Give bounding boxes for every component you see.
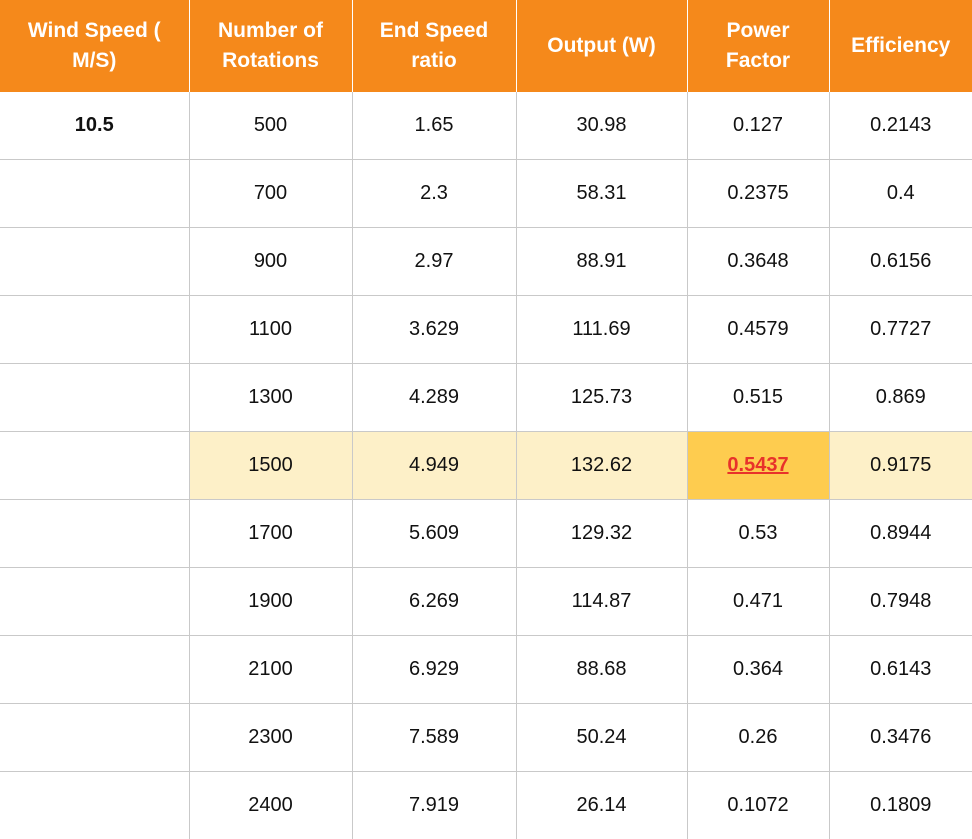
cell-number-of-rotations: 1900 (189, 568, 352, 636)
cell-wind-speed: 10.5 (0, 92, 189, 160)
best-power-factor-value: 0.5437 (727, 454, 788, 476)
cell-number-of-rotations: 2300 (189, 704, 352, 772)
cell-number-of-rotations: 1300 (189, 364, 352, 432)
cell-efficiency: 0.8944 (829, 500, 972, 568)
cell-wind-speed (0, 500, 189, 568)
cell-end-speed-ratio: 4.289 (352, 364, 516, 432)
cell-power-factor: 0.5437 (687, 432, 829, 500)
cell-number-of-rotations: 1700 (189, 500, 352, 568)
cell-power-factor: 0.471 (687, 568, 829, 636)
cell-end-speed-ratio: 3.629 (352, 296, 516, 364)
cell-wind-speed (0, 160, 189, 228)
cell-wind-speed (0, 568, 189, 636)
cell-end-speed-ratio: 4.949 (352, 432, 516, 500)
cell-wind-speed (0, 704, 189, 772)
cell-power-factor: 0.3648 (687, 228, 829, 296)
cell-output: 111.69 (516, 296, 687, 364)
header-end-speed-ratio: End Speed ratio (352, 0, 516, 92)
cell-wind-speed (0, 432, 189, 500)
cell-end-speed-ratio: 5.609 (352, 500, 516, 568)
cell-end-speed-ratio: 6.269 (352, 568, 516, 636)
cell-power-factor: 0.364 (687, 636, 829, 704)
cell-wind-speed (0, 364, 189, 432)
cell-output: 114.87 (516, 568, 687, 636)
cell-output: 132.62 (516, 432, 687, 500)
cell-end-speed-ratio: 2.3 (352, 160, 516, 228)
cell-end-speed-ratio: 1.65 (352, 92, 516, 160)
cell-end-speed-ratio: 6.929 (352, 636, 516, 704)
header-wind-speed: Wind Speed ( M/S) (0, 0, 189, 92)
cell-output: 88.91 (516, 228, 687, 296)
cell-number-of-rotations: 700 (189, 160, 352, 228)
cell-end-speed-ratio: 2.97 (352, 228, 516, 296)
cell-power-factor: 0.127 (687, 92, 829, 160)
header-power-factor: Power Factor (687, 0, 829, 92)
cell-number-of-rotations: 1500 (189, 432, 352, 500)
cell-efficiency: 0.7948 (829, 568, 972, 636)
cell-wind-speed (0, 772, 189, 839)
cell-number-of-rotations: 900 (189, 228, 352, 296)
cell-power-factor: 0.4579 (687, 296, 829, 364)
cell-output: 30.98 (516, 92, 687, 160)
cell-wind-speed (0, 636, 189, 704)
cell-wind-speed (0, 228, 189, 296)
cell-wind-speed (0, 296, 189, 364)
cell-output: 26.14 (516, 772, 687, 839)
cell-power-factor: 0.515 (687, 364, 829, 432)
cell-power-factor: 0.1072 (687, 772, 829, 839)
cell-efficiency: 0.6156 (829, 228, 972, 296)
cell-end-speed-ratio: 7.919 (352, 772, 516, 839)
cell-number-of-rotations: 2100 (189, 636, 352, 704)
cell-efficiency: 0.869 (829, 364, 972, 432)
cell-output: 88.68 (516, 636, 687, 704)
header-number-of-rotations: Number of Rotations (189, 0, 352, 92)
cell-efficiency: 0.6143 (829, 636, 972, 704)
cell-output: 50.24 (516, 704, 687, 772)
cell-number-of-rotations: 500 (189, 92, 352, 160)
cell-efficiency: 0.3476 (829, 704, 972, 772)
cell-output: 129.32 (516, 500, 687, 568)
cell-power-factor: 0.26 (687, 704, 829, 772)
cell-efficiency: 0.4 (829, 160, 972, 228)
cell-efficiency: 0.2143 (829, 92, 972, 160)
cell-power-factor: 0.2375 (687, 160, 829, 228)
cell-efficiency: 0.1809 (829, 772, 972, 839)
header-efficiency: Efficiency (829, 0, 972, 92)
header-row: Wind Speed ( M/S) Number of Rotations En… (0, 0, 972, 92)
cell-output: 125.73 (516, 364, 687, 432)
header-output: Output (W) (516, 0, 687, 92)
cell-number-of-rotations: 1100 (189, 296, 352, 364)
cell-efficiency: 0.9175 (829, 432, 972, 500)
cell-output: 58.31 (516, 160, 687, 228)
cell-number-of-rotations: 2400 (189, 772, 352, 839)
cell-power-factor: 0.53 (687, 500, 829, 568)
cell-efficiency: 0.7727 (829, 296, 972, 364)
cell-end-speed-ratio: 7.589 (352, 704, 516, 772)
